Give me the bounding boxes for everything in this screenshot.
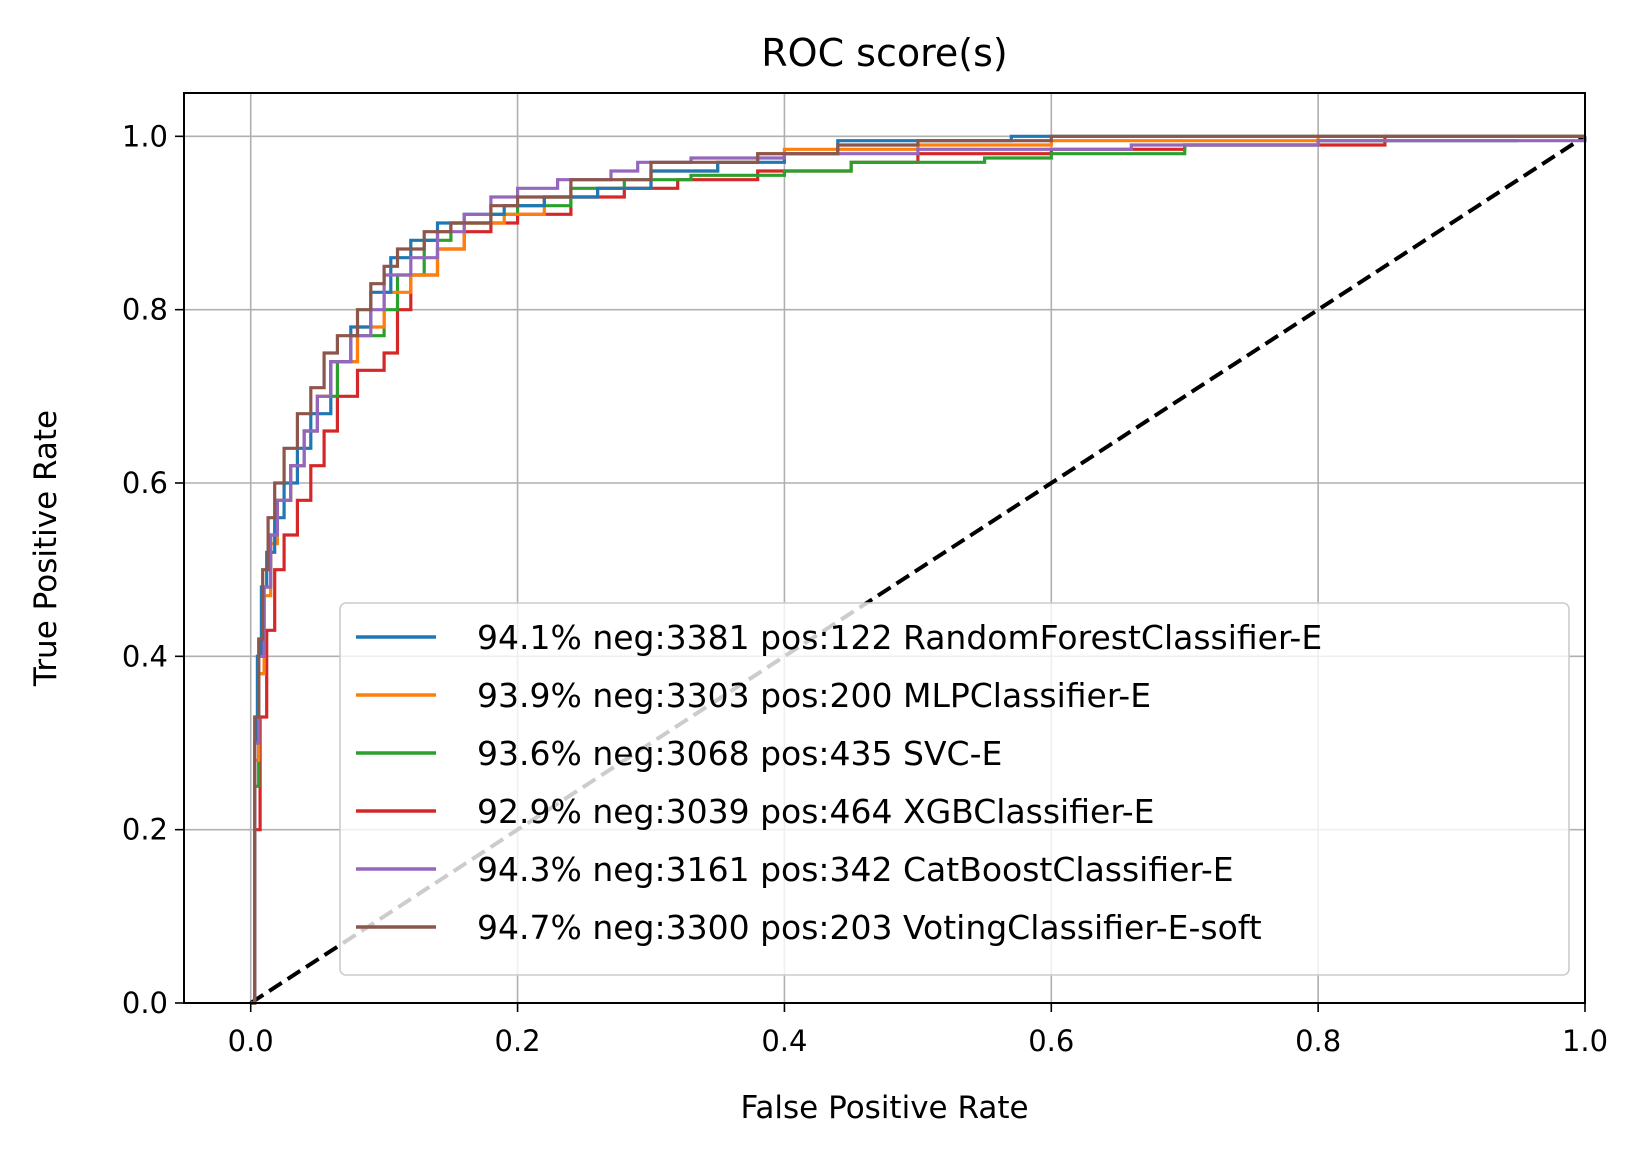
y-axis-label: True Positive Rate — [28, 410, 64, 687]
legend-label: 94.3% neg:3161 pos:342 CatBoostClassifie… — [477, 850, 1234, 889]
y-tick-label: 0.6 — [122, 466, 168, 500]
y-tick-label: 0.0 — [122, 986, 168, 1020]
series-line — [250, 136, 1587, 1005]
y-tick-label: 0.8 — [122, 293, 168, 327]
x-axis-label: False Positive Rate — [740, 1090, 1028, 1126]
y-tick-label: 0.2 — [122, 813, 168, 847]
x-tick-label: 0.8 — [1295, 1024, 1341, 1058]
legend-label: 93.6% neg:3068 pos:435 SVC-E — [477, 734, 1002, 773]
y-tick-label: 1.0 — [122, 119, 168, 153]
x-tick-label: 0.4 — [761, 1024, 807, 1058]
x-tick-label: 1.0 — [1562, 1024, 1608, 1058]
legend-label: 94.1% neg:3381 pos:122 RandomForestClass… — [477, 618, 1322, 657]
y-tick-label: 0.4 — [122, 639, 168, 673]
x-tick-label: 0.0 — [228, 1024, 274, 1058]
legend-label: 92.9% neg:3039 pos:464 XGBClassifier-E — [477, 792, 1155, 831]
series-lines — [250, 134, 1587, 1005]
chart-title: ROC score(s) — [761, 31, 1007, 75]
legend-label: 94.7% neg:3300 pos:203 VotingClassifier-… — [477, 908, 1262, 947]
x-tick-label: 0.2 — [495, 1024, 541, 1058]
axis-ticks: 0.0 0.2 0.4 0.6 0.8 1.0 0.0 0.2 0.4 0.6 0.8 1.0 — [122, 119, 1608, 1058]
series-line — [250, 134, 1585, 1005]
legend: 94.1% neg:3381 pos:122 RandomForestClass… — [339, 602, 1570, 976]
x-tick-label: 0.6 — [1028, 1024, 1074, 1058]
axes-frame — [183, 92, 1586, 1004]
legend-box — [339, 602, 1570, 976]
legend-label: 93.9% neg:3303 pos:200 MLPClassifier-E — [477, 676, 1151, 715]
